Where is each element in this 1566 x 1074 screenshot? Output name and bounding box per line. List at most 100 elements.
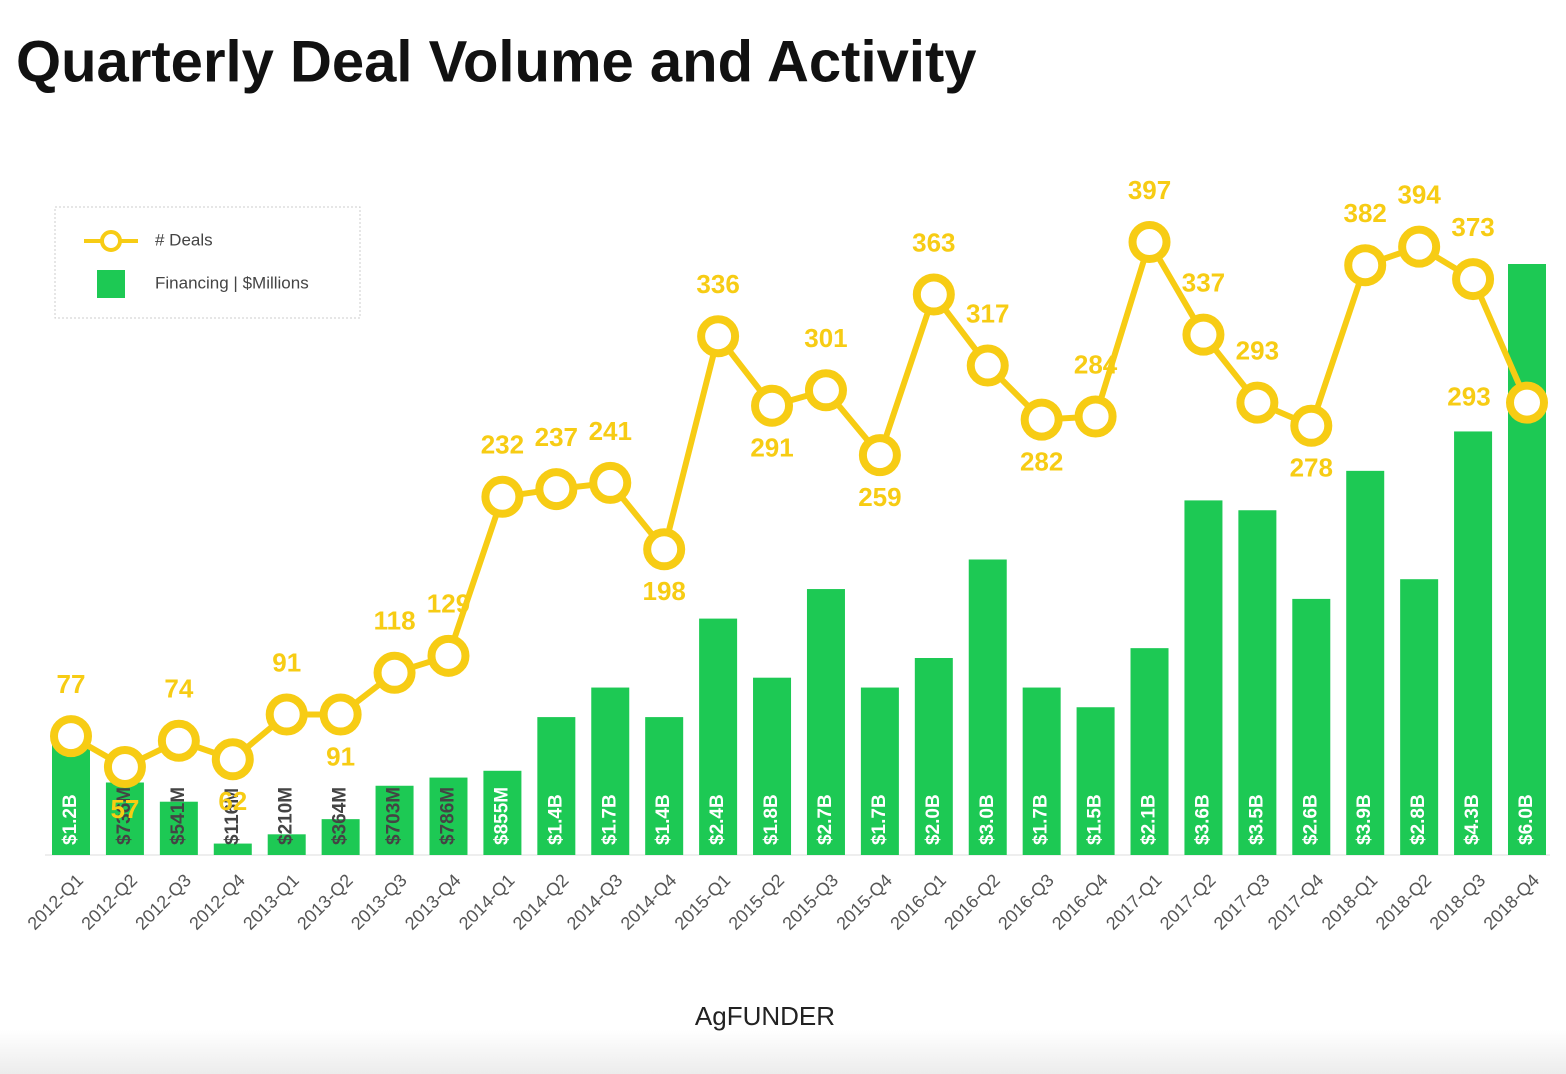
bar [213,843,252,855]
bar [1022,687,1061,855]
deal-marker [1236,381,1279,424]
bar [1454,431,1493,855]
deal-value-label: 91 [326,741,355,771]
deal-marker [1074,395,1117,438]
deal-value-label: 284 [1074,349,1118,379]
x-tick-label: 2014-Q2 [509,870,573,934]
bar-value-label: $2.6B [1300,794,1321,845]
x-tick-label: 2018-Q3 [1426,870,1490,934]
deal-marker [912,273,955,316]
bar [1238,510,1277,855]
deal-value-label: 232 [481,430,524,460]
x-tick-label: 2016-Q4 [1048,870,1112,934]
deal-marker [697,315,740,358]
deal-marker [265,693,308,736]
x-tick-label: 2016-Q2 [940,870,1004,934]
x-tick-label: 2018-Q4 [1480,870,1544,934]
deal-marker [804,369,847,412]
deal-value-label: 382 [1344,198,1387,228]
deal-marker [373,651,416,694]
bar [105,782,144,855]
bar-value-label: $1.5B [1085,794,1106,845]
x-tick-label: 2015-Q4 [832,870,896,934]
footer-logo: AgFUNDER [695,1001,835,1031]
bar [321,819,360,855]
deal-value-label: 259 [858,482,901,512]
deals-line [69,234,1530,771]
deal-marker [643,528,686,571]
deal-marker [50,715,92,758]
bar-value-label: $3.5B [1246,794,1267,845]
deal-value-label: 57 [110,794,139,824]
bar-value-label: $6.0B [1516,794,1537,845]
deal-value-label: 291 [750,433,793,463]
deal-marker [103,745,146,788]
footer-band [0,1030,1566,1074]
x-tick-label: 2014-Q1 [455,870,519,934]
deal-value-label: 373 [1451,212,1494,242]
x-tick-label: 2015-Q1 [671,870,735,934]
bar [914,658,953,855]
x-tick-label: 2013-Q3 [347,870,411,934]
bar [537,717,576,855]
x-tick-label: 2012-Q1 [24,870,88,934]
deal-value-label: 74 [164,674,193,704]
deal-value-label: 62 [218,786,247,816]
deal-marker [1398,225,1441,268]
bar-value-label: $1.2B [60,794,81,845]
legend-label: # Deals [155,230,213,249]
deal-value-label: 337 [1182,268,1225,298]
legend-label: Financing | $Millions [155,273,309,292]
bar-value-label: $1.8B [761,794,782,845]
deal-value-label: 293 [1447,381,1490,411]
x-tick-label: 2016-Q1 [886,870,950,934]
deal-value-label: 397 [1128,175,1171,205]
x-tick-label: 2013-Q4 [401,870,465,934]
deal-value-label: 129 [427,589,470,619]
x-tick-label: 2018-Q2 [1372,870,1436,934]
deal-marker [1182,313,1225,356]
x-tick-label: 2017-Q3 [1210,870,1274,934]
deal-marker [1506,381,1548,424]
deal-value-label: 278 [1290,453,1333,483]
bar-value-label: $1.7B [599,794,620,845]
deal-value-label: 198 [642,576,685,606]
x-tick-label: 2018-Q1 [1318,870,1382,934]
bar-value-label: $3.6B [1192,794,1213,845]
bar [1130,648,1169,855]
deal-marker [966,344,1009,387]
x-tick-label: 2012-Q2 [77,870,141,934]
bar [375,785,414,855]
deal-marker [535,468,578,511]
bar [159,801,198,855]
bar [591,687,630,855]
x-tick-label: 2014-Q4 [617,870,681,934]
deal-value-label: 293 [1236,335,1279,365]
deal-value-label: 394 [1397,180,1441,210]
deal-value-label: 237 [535,422,578,452]
bar-value-label: $2.7B [815,794,836,845]
deal-marker [481,475,524,518]
deal-value-label: 336 [696,269,739,299]
legend-swatch [97,270,125,298]
bar [1076,707,1115,855]
bar-value-label: $2.0B [923,794,944,845]
bar [860,687,899,855]
x-tick-label: 2013-Q2 [293,870,357,934]
deal-marker [427,634,470,677]
deal-marker [858,434,901,477]
chart-title: Quarterly Deal Volume and Activity [16,29,977,94]
bar [699,618,738,855]
x-tick-label: 2017-Q2 [1156,870,1220,934]
bar [1508,264,1546,855]
deal-value-label: 241 [589,416,632,446]
bar [1292,598,1331,855]
bar [1400,579,1439,855]
deal-value-label: 363 [912,227,955,257]
bar [1184,500,1223,855]
deal-marker [1128,221,1171,264]
bar-value-label: $2.8B [1408,794,1429,845]
x-tick-label: 2016-Q3 [994,870,1058,934]
deal-marker [589,461,632,504]
